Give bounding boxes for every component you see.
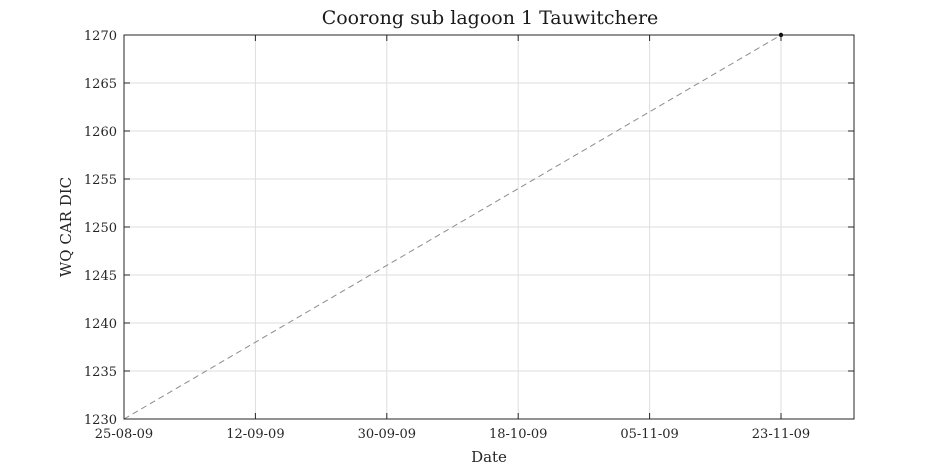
y-tick-label: 1250 (84, 221, 117, 236)
y-tick-label: 1240 (84, 317, 117, 332)
x-tick-label: 12-09-09 (226, 427, 284, 442)
y-tick-label: 1265 (84, 77, 117, 92)
series-layer (123, 32, 784, 420)
y-tick-label: 1235 (84, 365, 117, 380)
y-tick-label: 1230 (84, 413, 117, 428)
x-axis-tick-labels: 25-08-09 12-09-09 30-09-09 18-10-09 05-11-09… (95, 427, 810, 442)
y-tick-label: 1260 (84, 125, 117, 140)
x-tick-label: 05-11-09 (620, 427, 678, 442)
y-axis-label: WQ CAR DIC (57, 177, 75, 277)
y-axis-tick-labels: 1230 1235 1240 1245 1250 1255 1260 1265 1270 (84, 29, 117, 428)
grid-lines (123, 34, 854, 420)
x-tick-label: 25-08-09 (95, 427, 153, 442)
axis-ticks (123, 34, 854, 420)
y-tick-label: 1270 (84, 29, 117, 44)
x-tick-label: 30-09-09 (358, 427, 416, 442)
y-tick-label: 1255 (84, 173, 117, 188)
x-axis-label: Date (471, 448, 507, 466)
series-line (123, 34, 782, 420)
x-tick-label: 23-11-09 (752, 427, 810, 442)
y-tick-label: 1245 (84, 269, 117, 284)
x-tick-label: 18-10-09 (489, 427, 547, 442)
chart-title: Coorong sub lagoon 1 Tauwitchere (322, 7, 659, 29)
